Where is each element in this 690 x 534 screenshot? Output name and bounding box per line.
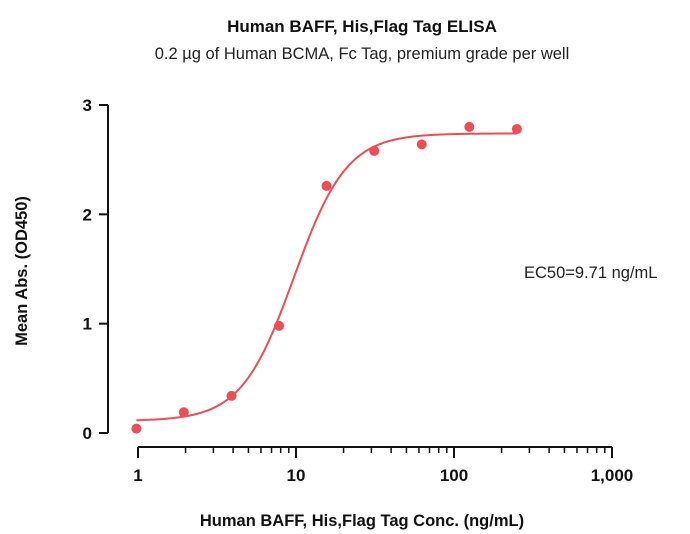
data-point [274,320,285,331]
data-point [511,124,522,135]
y-tick-label: 1 [83,315,92,334]
data-point [369,145,380,156]
x-axis: 1 10 100 1,000 [133,446,634,485]
chart-subtitle: 0.2 µg of Human BCMA, Fc Tag, premium gr… [155,45,570,63]
data-point [464,121,475,132]
y-tick-label: 2 [83,205,92,224]
x-tick-label: 1 [133,466,142,485]
y-axis-label: Mean Abs. (OD450) [13,196,31,346]
data-points [131,121,522,434]
data-point [321,180,332,191]
data-point [131,423,142,434]
x-tick-label: 10 [287,466,306,485]
x-tick-label: 1,000 [591,466,634,485]
y-tick-label: 0 [83,424,92,443]
data-point [416,139,427,150]
x-axis-label: Human BAFF, His,Flag Tag Conc. (ng/mL) [200,512,524,530]
data-point [178,407,189,418]
data-point [226,390,237,401]
chart-title: Human BAFF, His,Flag Tag ELISA [227,17,497,36]
ec50-annotation: EC50=9.71 ng/mL [524,264,657,282]
fit-curve [136,132,517,422]
y-axis: 0 1 2 3 [83,96,109,443]
plot-area: 0 1 2 3 1 10 100 1,000 [83,96,634,485]
y-tick-label: 3 [83,96,92,115]
x-tick-label: 100 [440,466,468,485]
